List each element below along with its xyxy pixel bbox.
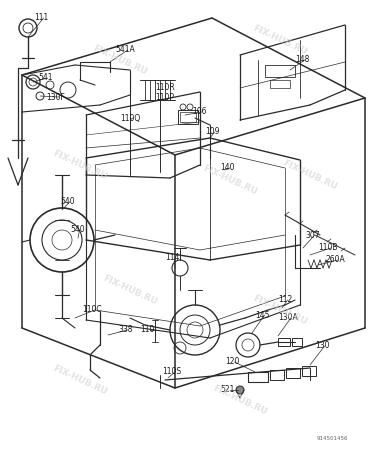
Text: FIX-HUB.RU: FIX-HUB.RU bbox=[101, 274, 159, 306]
Text: FIX-HUB.RU: FIX-HUB.RU bbox=[281, 158, 339, 192]
Text: 130: 130 bbox=[315, 342, 330, 351]
Bar bbox=[302, 366, 316, 376]
Text: FIX-HUB.RU: FIX-HUB.RU bbox=[201, 163, 259, 197]
Text: 111: 111 bbox=[34, 14, 48, 22]
Text: 540: 540 bbox=[70, 225, 85, 234]
Text: 110B: 110B bbox=[318, 243, 338, 252]
Bar bbox=[265, 65, 295, 77]
Bar bbox=[270, 370, 284, 380]
Text: 260A: 260A bbox=[325, 256, 345, 265]
Bar bbox=[248, 372, 268, 382]
Text: 110C: 110C bbox=[82, 306, 102, 315]
Text: 120: 120 bbox=[225, 357, 239, 366]
Text: 130A: 130A bbox=[278, 314, 298, 323]
Bar bbox=[270, 80, 290, 88]
Text: FIX-HUB.RU: FIX-HUB.RU bbox=[251, 23, 309, 57]
Text: FIX-HUB.RU: FIX-HUB.RU bbox=[51, 364, 108, 396]
Bar bbox=[180, 112, 196, 122]
Text: 110: 110 bbox=[140, 325, 154, 334]
Text: 130F: 130F bbox=[46, 93, 65, 102]
Text: 140: 140 bbox=[220, 163, 234, 172]
Text: 110R: 110R bbox=[155, 84, 175, 93]
Text: FIX-HUB.RU: FIX-HUB.RU bbox=[251, 293, 309, 327]
Text: 148: 148 bbox=[295, 55, 309, 64]
Text: 914501456: 914501456 bbox=[316, 436, 348, 441]
Text: 541: 541 bbox=[38, 73, 53, 82]
Text: 540: 540 bbox=[60, 198, 74, 207]
Bar bbox=[278, 338, 290, 346]
Text: 106: 106 bbox=[192, 108, 206, 117]
Text: 307: 307 bbox=[305, 230, 320, 239]
Circle shape bbox=[236, 386, 244, 394]
Text: 110S: 110S bbox=[162, 368, 181, 377]
Text: 110Q: 110Q bbox=[120, 113, 140, 122]
Bar bbox=[286, 368, 300, 378]
Text: 145: 145 bbox=[255, 310, 270, 320]
Bar bbox=[178, 110, 198, 124]
Text: 112: 112 bbox=[278, 296, 292, 305]
Text: 110P: 110P bbox=[155, 94, 174, 103]
Text: 338: 338 bbox=[118, 325, 133, 334]
Bar bbox=[292, 338, 302, 346]
Text: FIX-HUB.RU: FIX-HUB.RU bbox=[211, 383, 269, 417]
Text: 521: 521 bbox=[220, 386, 234, 395]
Text: 109: 109 bbox=[205, 127, 220, 136]
Text: 114: 114 bbox=[165, 253, 180, 262]
Text: FIX-HUB.RU: FIX-HUB.RU bbox=[51, 148, 108, 181]
Text: FIX-HUB.RU: FIX-HUB.RU bbox=[91, 44, 149, 76]
Text: 541A: 541A bbox=[115, 45, 135, 54]
